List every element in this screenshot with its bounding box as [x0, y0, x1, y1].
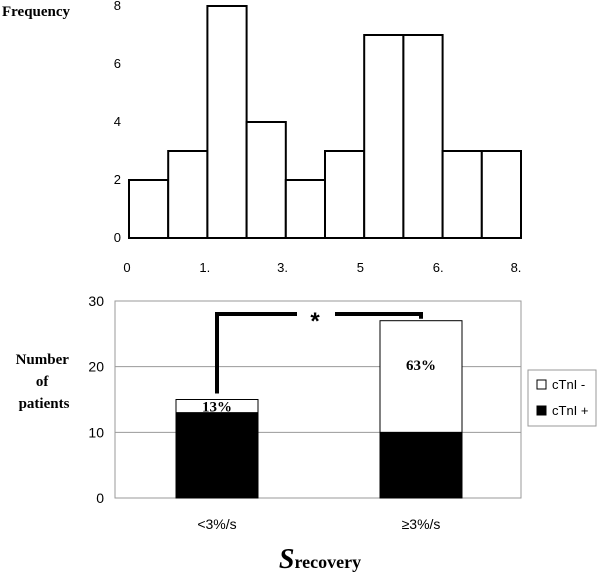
stacked-y-ticks: 0 10 20 30 [88, 293, 104, 506]
histogram-bars [128, 5, 522, 239]
stacked-bar-chart: 0 10 20 30 Number of patients 13% 63% * <3%/… [16, 293, 597, 575]
histogram-x-tick-4: 6. [433, 260, 444, 275]
histogram-x-tick-3: 5 [357, 260, 364, 275]
xlabel-main: S [279, 544, 295, 575]
stacked-bar-1-segment-0 [379, 431, 463, 499]
histogram-x-tick-1: 1. [199, 260, 210, 275]
stacked-xlabel: Srecovery [279, 544, 361, 575]
histogram-y-ticks: 0 2 4 6 8 [114, 0, 121, 245]
legend-label-ctni-pos: cTnI + [552, 403, 589, 418]
histogram-y-tick-4: 8 [114, 0, 121, 13]
histogram-bar-8 [441, 150, 483, 239]
histogram-bar-3 [245, 121, 287, 239]
xlabel-sub: recovery [294, 552, 361, 572]
legend-swatch-ctni-neg [536, 379, 547, 390]
histogram-bar-4 [284, 179, 326, 239]
significance-bracket: * [215, 308, 423, 394]
legend-label-ctni-neg: cTnI - [552, 377, 585, 392]
histogram-bar-5 [324, 150, 366, 239]
stacked-bar-0-segment-0 [175, 412, 259, 499]
legend-swatch-ctni-pos [536, 405, 547, 416]
histogram-y-tick-1: 2 [114, 172, 121, 187]
stacked-bars [175, 320, 463, 499]
stacked-x-tick-0: <3%/s [197, 516, 236, 532]
bar-percent-labels: 13% 63% [202, 358, 436, 416]
histogram-bar-1 [167, 150, 209, 239]
legend: cTnI - cTnI + [527, 369, 597, 427]
histogram-ylabel: Frequency [2, 4, 71, 20]
legend-box [527, 369, 597, 427]
bracket-left [215, 312, 297, 394]
stacked-y-tick-3: 30 [88, 293, 104, 309]
histogram-x-tick-5: 8. [511, 260, 522, 275]
histogram-x-tick-0: 0 [123, 260, 130, 275]
bar-percent-label-1: 63% [406, 358, 436, 374]
histogram-bar-7 [402, 34, 444, 239]
plot-area [114, 300, 522, 499]
histogram-y-tick-2: 4 [114, 114, 121, 129]
stacked-x-ticks: <3%/s ≥3%/s [197, 516, 440, 532]
histogram-bar-6 [363, 34, 405, 239]
histogram-chart: Frequency 0 2 4 6 8 0 1. 3. 5 6. 8. [2, 0, 522, 275]
stacked-bar-1-segment-1 [379, 320, 463, 433]
histogram-y-tick-0: 0 [114, 230, 121, 245]
histogram-x-ticks: 0 1. 3. 5 6. 8. [123, 260, 521, 275]
histogram-bar-2 [206, 5, 248, 239]
stacked-y-tick-2: 20 [88, 359, 104, 375]
histogram-x-tick-2: 3. [277, 260, 288, 275]
ylabel-line-1: Number [16, 352, 70, 368]
stacked-x-tick-1: ≥3%/s [402, 516, 441, 532]
bar-percent-label-0: 13% [202, 400, 232, 416]
stacked-bar-0-segment-1 [175, 399, 259, 414]
significance-star: * [310, 308, 320, 335]
bracket-right [335, 312, 423, 319]
stacked-ylabel: Number of patients [16, 352, 73, 412]
ylabel-line-2: of [36, 374, 50, 390]
stacked-y-tick-1: 10 [88, 424, 104, 440]
ylabel-line-3: patients [19, 396, 70, 412]
histogram-bar-9 [480, 150, 522, 239]
histogram-bar-0 [128, 179, 170, 239]
stacked-y-tick-0: 0 [96, 490, 104, 506]
histogram-y-tick-3: 6 [114, 56, 121, 71]
